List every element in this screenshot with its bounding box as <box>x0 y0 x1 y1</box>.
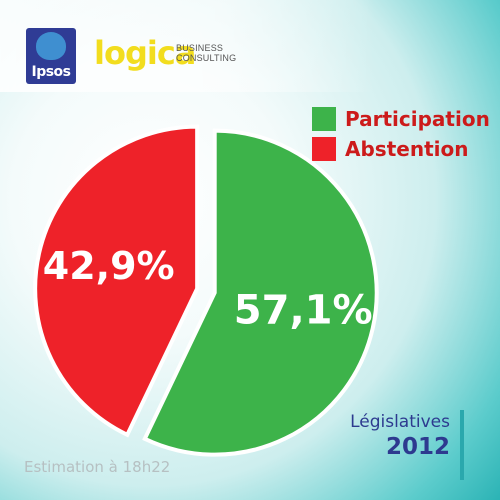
badge-accent-bar <box>460 410 464 480</box>
ipsos-head-icon <box>36 32 66 60</box>
estimation-note: Estimation à 18h22 <box>24 458 171 476</box>
pie-slice-abstention <box>33 124 200 438</box>
pie-label-participation: 57,1% <box>234 288 373 334</box>
legend-item-abstention: Abstention <box>312 134 490 164</box>
ipsos-logo: Ipsos <box>26 28 76 84</box>
ipsos-logo-text: Ipsos <box>31 64 71 80</box>
legend-swatch-abstention <box>312 137 336 161</box>
legend-label-abstention: Abstention <box>345 137 469 161</box>
legend-swatch-participation <box>312 107 336 131</box>
pie-label-abstention: 42,9% <box>43 244 175 288</box>
logica-logo: logica <box>94 34 196 72</box>
badge-year: 2012 <box>385 434 450 460</box>
badge-title: Législatives <box>350 412 450 432</box>
logo-band <box>0 0 500 92</box>
pie-slice-participation <box>142 128 379 457</box>
logica-subtitle-line1: BUSINESS <box>176 43 224 53</box>
chart-legend: Participation Abstention <box>312 104 490 164</box>
legend-item-participation: Participation <box>312 104 490 134</box>
election-badge: Législatives 2012 <box>330 412 450 462</box>
logica-subtitle-line2: CONSULTING <box>176 53 237 63</box>
logica-subtitle: BUSINESS CONSULTING <box>176 43 236 63</box>
legend-label-participation: Participation <box>345 107 490 131</box>
